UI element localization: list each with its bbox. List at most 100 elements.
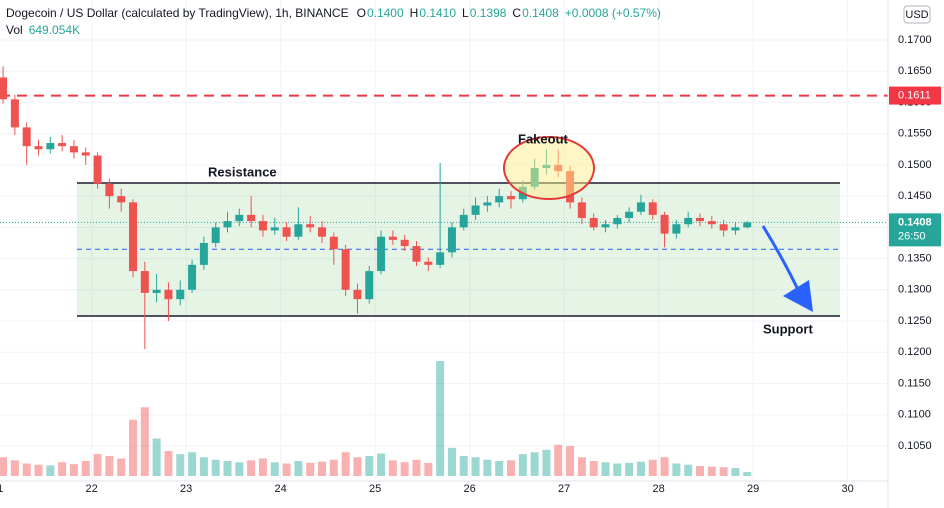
volume-bar bbox=[318, 461, 327, 476]
alert-price-label: 0.1611 bbox=[898, 89, 931, 101]
volume-bar bbox=[34, 464, 43, 476]
volume-bar bbox=[412, 459, 421, 476]
y-tick-label: 0.1150 bbox=[898, 377, 931, 389]
x-tick-label: 24 bbox=[275, 483, 287, 495]
volume-bar bbox=[341, 452, 350, 476]
candle-body bbox=[436, 252, 445, 265]
time-axis-bg bbox=[0, 480, 888, 508]
volume-bar bbox=[613, 463, 622, 476]
volume-bar bbox=[566, 446, 575, 476]
candle-body bbox=[294, 224, 303, 237]
volume-value: 649.054K bbox=[28, 23, 81, 37]
candle-body bbox=[81, 152, 90, 156]
candle-body bbox=[199, 242, 208, 265]
candle-body bbox=[506, 196, 515, 200]
candle-body bbox=[117, 196, 126, 203]
y-tick-label: 0.1650 bbox=[898, 65, 932, 77]
candle-body bbox=[495, 196, 504, 203]
volume-bar bbox=[152, 438, 161, 476]
candle-body bbox=[164, 289, 173, 300]
candle-body bbox=[483, 202, 492, 206]
candle-body bbox=[270, 227, 279, 231]
candle-body bbox=[329, 236, 338, 250]
volume-bar bbox=[447, 447, 456, 476]
volume-bar bbox=[282, 463, 291, 476]
volume-bar bbox=[731, 467, 740, 476]
candle-body bbox=[731, 227, 740, 231]
volume-bar bbox=[530, 452, 539, 476]
volume-bar bbox=[424, 462, 433, 476]
candle-body bbox=[412, 246, 421, 262]
volume-bar bbox=[388, 460, 397, 476]
candle-body bbox=[235, 214, 244, 222]
volume-bar bbox=[258, 458, 267, 476]
candle-body bbox=[636, 202, 645, 212]
candle-body bbox=[589, 217, 598, 228]
candle-body bbox=[459, 214, 468, 228]
candle-body bbox=[10, 99, 19, 128]
candle-body bbox=[34, 146, 43, 150]
last-price-box bbox=[889, 213, 941, 247]
y-tick-label: 0.1500 bbox=[898, 159, 932, 171]
price-axis-bg bbox=[888, 0, 944, 508]
candle-body bbox=[129, 202, 138, 272]
y-tick-label: 0.1550 bbox=[898, 128, 932, 140]
alert-price-box bbox=[889, 86, 941, 105]
volume-bar bbox=[719, 467, 728, 476]
candle-body bbox=[152, 289, 161, 293]
ohlc-value: 0.1398 bbox=[469, 6, 507, 20]
candle-body bbox=[365, 271, 374, 300]
candle-body bbox=[648, 202, 657, 215]
ohlc-value: 0.1410 bbox=[419, 6, 457, 20]
x-tick-label: 29 bbox=[747, 483, 759, 495]
candle-body bbox=[306, 224, 315, 228]
y-tick-label: 0.1700 bbox=[898, 34, 932, 46]
x-tick-label: 25 bbox=[369, 483, 381, 495]
candle-body bbox=[601, 224, 610, 228]
candle-body bbox=[0, 77, 8, 100]
symbol-title: Dogecoin / US Dollar (calculated by Trad… bbox=[6, 6, 349, 20]
fakeout-label: Fakeout bbox=[518, 131, 569, 146]
volume-bar bbox=[188, 452, 197, 476]
candle-body bbox=[341, 249, 350, 290]
candle-body bbox=[188, 264, 197, 290]
volume-bar bbox=[223, 461, 232, 476]
volume-key: Vol bbox=[6, 23, 23, 37]
volume-bar bbox=[199, 457, 208, 476]
volume-bar bbox=[648, 459, 657, 476]
arrow-head bbox=[783, 280, 813, 312]
volume-bar bbox=[625, 462, 634, 476]
volume-bar bbox=[400, 462, 409, 476]
volume-bar bbox=[93, 454, 102, 476]
volume-bar bbox=[672, 463, 681, 476]
volume-bar bbox=[306, 462, 315, 476]
candle-body bbox=[672, 224, 681, 234]
x-tick-label: 30 bbox=[842, 483, 854, 495]
volume-bar bbox=[684, 464, 693, 476]
volume-bar bbox=[164, 451, 173, 476]
candle-body bbox=[684, 217, 693, 225]
candle-body bbox=[223, 221, 232, 228]
resistance-label: Resistance bbox=[208, 164, 277, 179]
ohlc-key: C bbox=[512, 6, 522, 20]
volume-bar bbox=[0, 457, 8, 476]
candle-body bbox=[577, 202, 586, 218]
candle-body bbox=[140, 271, 149, 293]
y-tick-label: 0.1450 bbox=[898, 190, 932, 202]
volume-bar bbox=[58, 462, 67, 476]
x-tick-label: 26 bbox=[464, 483, 476, 495]
candle-body bbox=[105, 183, 114, 197]
volume-bar bbox=[589, 461, 598, 476]
ohlc-key: H bbox=[409, 6, 419, 20]
volume-bar bbox=[577, 457, 586, 476]
candle-body bbox=[719, 224, 728, 231]
volume-bar bbox=[554, 444, 563, 476]
x-tick-label: 23 bbox=[180, 483, 192, 495]
candle-body bbox=[377, 236, 386, 272]
header: Dogecoin / US Dollar (calculated by Trad… bbox=[6, 6, 667, 20]
y-tick-label: 0.1250 bbox=[898, 315, 932, 327]
volume-bar bbox=[247, 460, 256, 476]
volume-bar bbox=[117, 458, 126, 476]
volume-bar bbox=[129, 419, 138, 476]
candle-body bbox=[58, 143, 67, 147]
